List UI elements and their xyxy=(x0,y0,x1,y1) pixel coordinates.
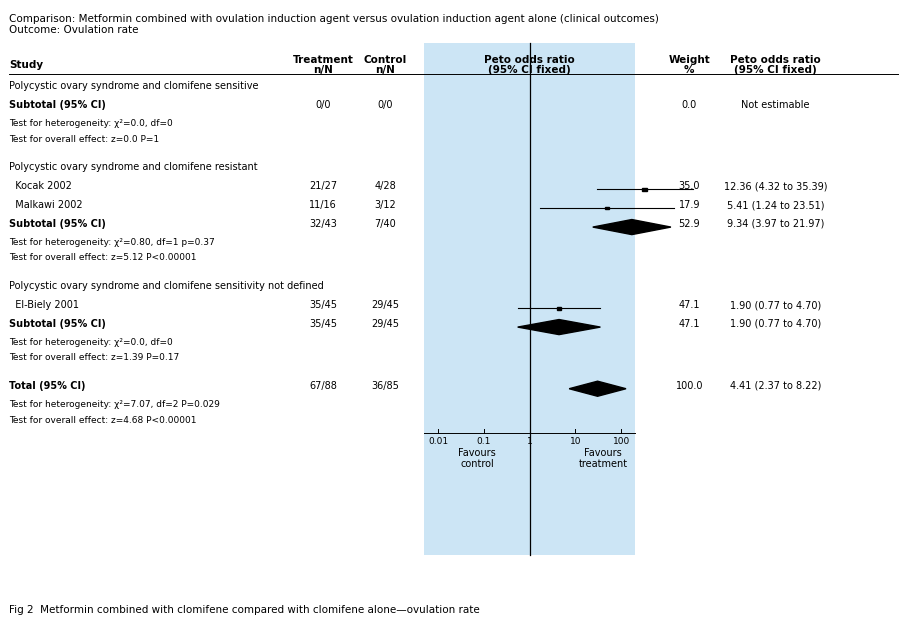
Text: Subtotal (95% CI): Subtotal (95% CI) xyxy=(9,100,106,110)
Text: Test for heterogeneity: χ²=0.0, df=0: Test for heterogeneity: χ²=0.0, df=0 xyxy=(9,338,173,347)
Text: 3/12: 3/12 xyxy=(375,200,396,210)
Text: Favours
control: Favours control xyxy=(458,448,496,469)
Bar xyxy=(605,207,609,209)
Text: (95% CI fixed): (95% CI fixed) xyxy=(488,65,571,75)
Polygon shape xyxy=(593,220,671,235)
Text: 35/45: 35/45 xyxy=(309,300,336,310)
Text: 10: 10 xyxy=(570,437,581,445)
Text: 35.0: 35.0 xyxy=(678,181,700,191)
Text: n/N: n/N xyxy=(313,65,333,75)
Text: 9.34 (3.97 to 21.97): 9.34 (3.97 to 21.97) xyxy=(727,219,824,229)
Polygon shape xyxy=(569,381,626,396)
Text: 47.1: 47.1 xyxy=(678,300,700,310)
Text: 52.9: 52.9 xyxy=(678,219,700,229)
Text: 35/45: 35/45 xyxy=(309,319,336,329)
Text: Weight: Weight xyxy=(668,55,710,65)
Text: Treatment: Treatment xyxy=(292,55,354,65)
Text: Subtotal (95% CI): Subtotal (95% CI) xyxy=(9,219,106,229)
Text: 11/16: 11/16 xyxy=(309,200,336,210)
Text: Test for overall effect: z=5.12 P<0.00001: Test for overall effect: z=5.12 P<0.0000… xyxy=(9,253,197,262)
Text: Not estimable: Not estimable xyxy=(741,100,810,110)
Text: %: % xyxy=(684,65,695,75)
Text: 0/0: 0/0 xyxy=(377,100,394,110)
Text: n/N: n/N xyxy=(375,65,395,75)
Bar xyxy=(424,43,635,555)
Text: Favours
treatment: Favours treatment xyxy=(579,448,628,469)
Text: Outcome: Ovulation rate: Outcome: Ovulation rate xyxy=(9,25,139,35)
Text: Polycystic ovary syndrome and clomifene resistant: Polycystic ovary syndrome and clomifene … xyxy=(9,162,258,172)
Text: Test for heterogeneity: χ²=0.0, df=0: Test for heterogeneity: χ²=0.0, df=0 xyxy=(9,119,173,128)
Text: 32/43: 32/43 xyxy=(309,219,336,229)
Text: Peto odds ratio: Peto odds ratio xyxy=(730,55,821,65)
Text: 1.90 (0.77 to 4.70): 1.90 (0.77 to 4.70) xyxy=(730,300,821,310)
Text: Kocak 2002: Kocak 2002 xyxy=(9,181,72,191)
Text: Test for overall effect: z=0.0 P=1: Test for overall effect: z=0.0 P=1 xyxy=(9,135,160,143)
Text: 21/27: 21/27 xyxy=(308,181,337,191)
Bar xyxy=(557,307,561,309)
Text: Malkawi 2002: Malkawi 2002 xyxy=(9,200,83,210)
Text: 67/88: 67/88 xyxy=(309,381,336,391)
Text: 1.90 (0.77 to 4.70): 1.90 (0.77 to 4.70) xyxy=(730,319,821,329)
Text: 5.41 (1.24 to 23.51): 5.41 (1.24 to 23.51) xyxy=(727,200,824,210)
Text: 1: 1 xyxy=(527,437,532,445)
Text: 17.9: 17.9 xyxy=(678,200,700,210)
Text: 100: 100 xyxy=(612,437,629,445)
Text: 0.0: 0.0 xyxy=(682,100,697,110)
Text: 0/0: 0/0 xyxy=(315,100,331,110)
Text: Polycystic ovary syndrome and clomifene sensitivity not defined: Polycystic ovary syndrome and clomifene … xyxy=(9,281,324,291)
Text: 4.41 (2.37 to 8.22): 4.41 (2.37 to 8.22) xyxy=(730,381,821,391)
Text: (95% CI fixed): (95% CI fixed) xyxy=(734,65,817,75)
Text: Total (95% CI): Total (95% CI) xyxy=(9,381,85,391)
Text: 0.01: 0.01 xyxy=(428,437,448,445)
Text: Study: Study xyxy=(9,60,44,70)
Text: Test for heterogeneity: χ²=0.80, df=1 p=0.37: Test for heterogeneity: χ²=0.80, df=1 p=… xyxy=(9,238,215,247)
Bar xyxy=(642,188,648,191)
Text: Control: Control xyxy=(364,55,407,65)
Text: Subtotal (95% CI): Subtotal (95% CI) xyxy=(9,319,106,329)
Text: Polycystic ovary syndrome and clomifene sensitive: Polycystic ovary syndrome and clomifene … xyxy=(9,81,258,91)
Text: 7/40: 7/40 xyxy=(375,219,396,229)
Text: 29/45: 29/45 xyxy=(372,319,399,329)
Text: 29/45: 29/45 xyxy=(372,300,399,310)
Text: Fig 2  Metformin combined with clomifene compared with clomifene alone—ovulation: Fig 2 Metformin combined with clomifene … xyxy=(9,605,480,615)
Text: 4/28: 4/28 xyxy=(375,181,396,191)
Text: Test for overall effect: z=4.68 P<0.00001: Test for overall effect: z=4.68 P<0.0000… xyxy=(9,416,197,425)
Text: Test for heterogeneity: χ²=7.07, df=2 P=0.029: Test for heterogeneity: χ²=7.07, df=2 P=… xyxy=(9,400,219,409)
Text: Comparison: Metformin combined with ovulation induction agent versus ovulation i: Comparison: Metformin combined with ovul… xyxy=(9,14,659,24)
Text: El-Biely 2001: El-Biely 2001 xyxy=(9,300,79,310)
Text: Test for overall effect: z=1.39 P=0.17: Test for overall effect: z=1.39 P=0.17 xyxy=(9,353,180,362)
Polygon shape xyxy=(518,320,600,335)
Text: 0.1: 0.1 xyxy=(477,437,492,445)
Text: Peto odds ratio: Peto odds ratio xyxy=(484,55,575,65)
Text: 36/85: 36/85 xyxy=(372,381,399,391)
Text: 47.1: 47.1 xyxy=(678,319,700,329)
Text: 12.36 (4.32 to 35.39): 12.36 (4.32 to 35.39) xyxy=(724,181,827,191)
Text: 100.0: 100.0 xyxy=(676,381,703,391)
